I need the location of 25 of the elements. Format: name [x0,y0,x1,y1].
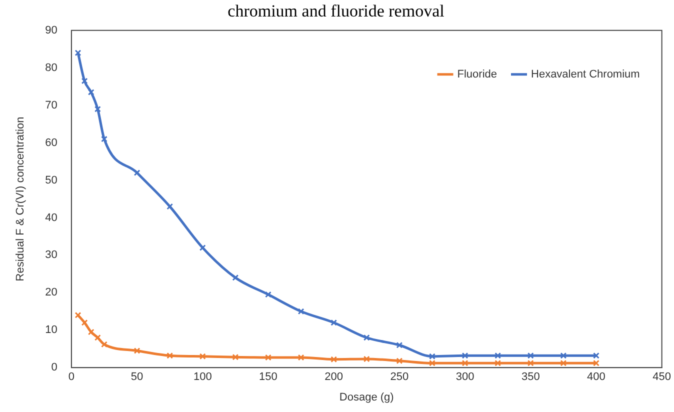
x-tick-label: 350 [521,371,540,384]
y-tick-label: 60 [45,136,58,149]
x-tick-label: 150 [259,371,278,384]
y-tick-label: 70 [45,99,58,112]
x-tick-label: 200 [324,371,344,384]
x-tick-label: 50 [130,371,144,384]
x-tick-label: 300 [456,371,474,384]
x-tick-label: 450 [652,371,672,384]
x-axis-title: Dosage (g) [339,391,394,404]
y-tick-label: 80 [45,62,58,74]
x-tick-label: 100 [193,371,212,384]
legend-label: Fluoride [457,68,498,80]
y-tick-label: 0 [51,362,58,374]
legend-label: Hexavalent Chromium [531,68,640,80]
y-tick-label: 30 [45,249,58,262]
y-axis-title: Residual F & Cr(VI) concentration [14,116,27,282]
y-tick-label: 20 [45,286,58,299]
y-tick-label: 90 [45,24,58,36]
x-tick-label: 250 [390,371,409,384]
y-tick-label: 40 [45,212,58,224]
x-tick-label: 0 [68,371,74,384]
y-tick-label: 10 [45,324,58,336]
y-tick-label: 50 [45,174,58,186]
chart-title: chromium and fluoride removal [228,2,445,21]
x-tick-label: 400 [587,371,606,384]
